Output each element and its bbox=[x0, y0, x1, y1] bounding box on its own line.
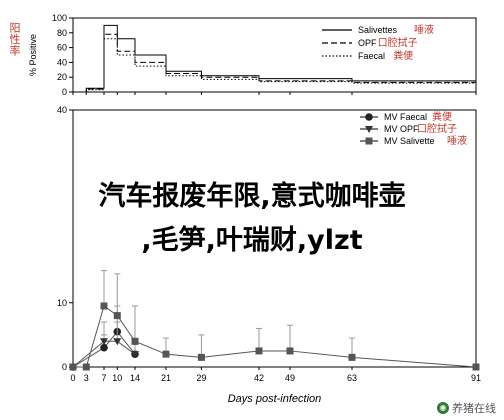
data-point-mv-salivette bbox=[100, 302, 108, 310]
bottom-ytick-label: 0 bbox=[62, 362, 67, 372]
data-point-mv-faecal bbox=[100, 343, 108, 352]
top-series-salivettes bbox=[73, 24, 477, 93]
bottom-xtick-label: 29 bbox=[196, 373, 206, 383]
bottom-legend-label: MV Faecal bbox=[384, 112, 427, 122]
top-legend-cn-faecal: 粪便 bbox=[393, 49, 413, 62]
bottom-legend-label: MV OPF bbox=[384, 124, 419, 134]
bottom-xtick-label: 49 bbox=[285, 373, 295, 383]
data-point-mv-salivette bbox=[255, 347, 263, 355]
bottom-plot-frame bbox=[72, 109, 477, 368]
top-ytick-label: 60 bbox=[57, 43, 67, 53]
bottom-ytick-label: 40 bbox=[57, 105, 67, 115]
bottom-xtick-label: 42 bbox=[254, 373, 264, 383]
bottom-legend-label: MV Salivette bbox=[384, 136, 435, 146]
top-legend-label-salivettes: Salivettes bbox=[358, 25, 398, 35]
top-legend-cn-salivettes: 唾液 bbox=[414, 23, 434, 36]
bottom-legend-marker-circle bbox=[365, 113, 373, 121]
series-line-mv-opf bbox=[72, 340, 136, 368]
top-ylabel-chinese: 阳性率 bbox=[8, 22, 21, 57]
bottom-legend-marker-triangle bbox=[365, 126, 373, 133]
data-point-mv-salivette bbox=[82, 363, 90, 371]
data-point-mv-opf bbox=[113, 338, 122, 346]
top-ytick-label: 40 bbox=[57, 57, 67, 67]
top-series-faecal bbox=[73, 38, 477, 93]
overlay-title-line-1: 汽车报废年限,意式咖啡壶 bbox=[98, 181, 406, 212]
series-line-mv-faecal bbox=[72, 330, 136, 368]
data-point-mv-salivette bbox=[348, 353, 356, 361]
top-plot-frame bbox=[72, 17, 477, 93]
top-ylabel: % Positive bbox=[28, 34, 38, 76]
wechat-icon: ◉ bbox=[437, 402, 449, 414]
data-point-mv-salivette bbox=[113, 312, 121, 320]
data-point-mv-opf bbox=[131, 351, 139, 359]
data-point-mv-salivette bbox=[162, 350, 170, 358]
bottom-xtick-label: 63 bbox=[347, 373, 357, 383]
overlay-title-line-2: ,毛笋,叶瑞财,ylzt bbox=[141, 225, 363, 256]
series-mv-salivette bbox=[69, 270, 480, 371]
watermark: ◉ 养猪在线 bbox=[437, 400, 496, 416]
bottom-legend-cn: 唾液 bbox=[447, 134, 467, 147]
bottom-legend-cn: 粪便 bbox=[432, 110, 452, 123]
data-point-mv-salivette bbox=[472, 363, 480, 371]
bottom-xtick-label: 14 bbox=[130, 373, 140, 383]
top-chart-panel: 0 20 40 60 80 100 % Positive Salivettes 唾液 OPF 口腔拭… bbox=[28, 13, 477, 97]
top-ytick-label: 80 bbox=[57, 28, 67, 38]
top-series-opf bbox=[73, 33, 477, 93]
watermark-text: 养猪在线 bbox=[452, 402, 496, 415]
data-point-mv-opf bbox=[100, 338, 108, 346]
bottom-legend-cn: 口腔拭子 bbox=[417, 122, 457, 135]
top-legend-label-opf: OPF bbox=[358, 38, 377, 48]
top-ytick-label: 20 bbox=[57, 72, 67, 82]
bottom-ytick-label: 10 bbox=[57, 298, 67, 308]
data-point-mv-salivette bbox=[286, 347, 294, 355]
bottom-xtick-label: 7 bbox=[101, 373, 106, 383]
bottom-xtick-label: 0 bbox=[70, 373, 75, 383]
top-ytick-label: 0 bbox=[62, 87, 67, 97]
top-legend-cn-opf: 口腔拭子 bbox=[378, 36, 418, 49]
top-legend-label-faecal: Faecal bbox=[358, 51, 385, 61]
bottom-xlabel: Days post-infection bbox=[228, 393, 322, 405]
bottom-xtick-label: 21 bbox=[161, 373, 171, 383]
bottom-xtick-label: 10 bbox=[112, 373, 122, 383]
bottom-legend-marker-square bbox=[365, 137, 373, 145]
data-point-mv-salivette bbox=[131, 337, 139, 345]
top-ytick-label: 100 bbox=[52, 13, 67, 23]
series-line-mv-salivette bbox=[73, 305, 477, 368]
bottom-xtick-label: 3 bbox=[84, 373, 89, 383]
data-point-mv-salivette bbox=[69, 363, 77, 371]
bottom-xtick-label: 91 bbox=[471, 373, 481, 383]
data-point-mv-salivette bbox=[197, 353, 205, 361]
